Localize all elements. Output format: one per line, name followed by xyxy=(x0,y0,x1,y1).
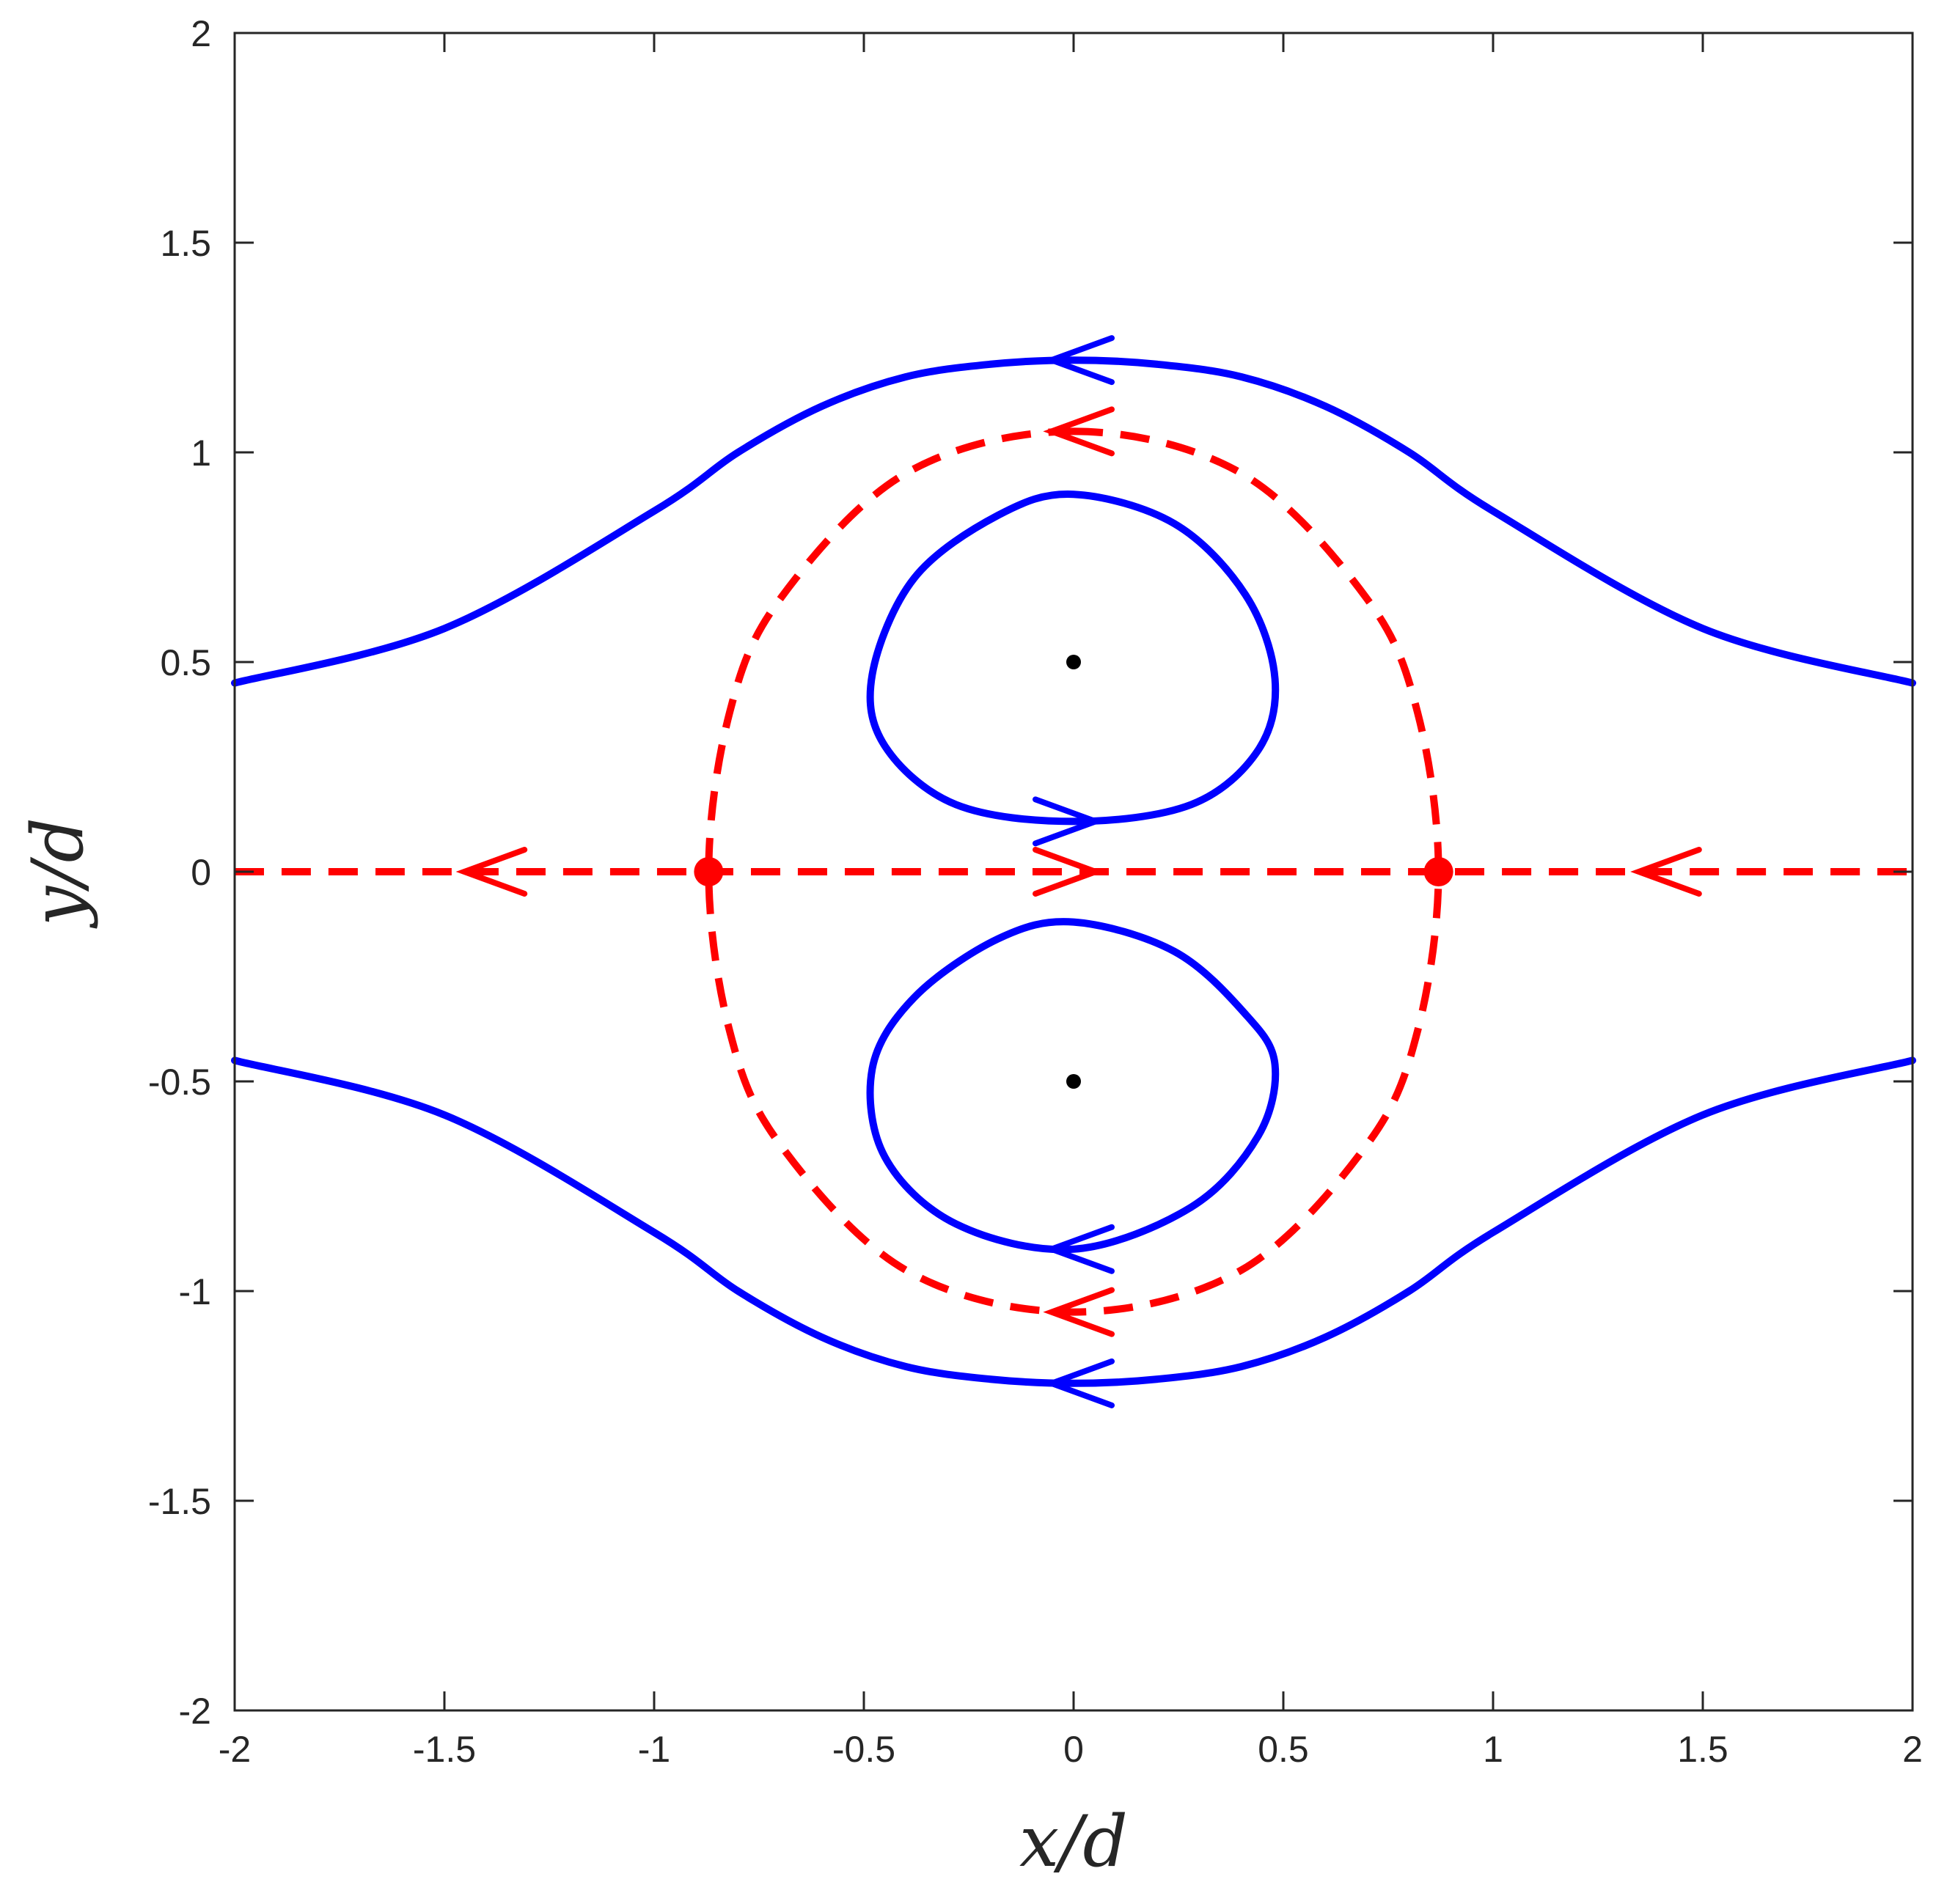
direction-arrow-7 xyxy=(1033,847,1104,897)
x-tick-label-7: 1.5 xyxy=(1677,1729,1728,1770)
x-tick-label-6: 1 xyxy=(1483,1729,1503,1770)
direction-arrow-8 xyxy=(1630,847,1702,897)
y-tick-label-0: -2 xyxy=(179,1691,211,1732)
direction-arrow-3 xyxy=(1043,1224,1115,1274)
tick-labels: -2 -1.5 -1 -0.5 0 0.5 1 1.5 2 -2 -1.5 -1 -0.5 0 0.5 1 1.… xyxy=(148,13,1923,1770)
x-tick-label-2: -1 xyxy=(638,1729,670,1770)
x-tick-label-3: -0.5 xyxy=(832,1729,895,1770)
y-tick-label-6: 1 xyxy=(191,433,211,474)
direction-arrow-4 xyxy=(1043,406,1115,457)
stagnation-point-3 xyxy=(1423,857,1453,886)
vortex-point-0 xyxy=(1066,655,1081,669)
x-tick-label-1: -1.5 xyxy=(413,1729,476,1770)
y-tick-label-3: -0.5 xyxy=(148,1062,211,1103)
blue-streamline-0 xyxy=(231,356,1916,687)
blue-streamline-1 xyxy=(231,1056,1916,1387)
axis-ticks xyxy=(233,32,1914,1712)
plot-area xyxy=(231,335,1916,1408)
x-axis-label: x/d xyxy=(1019,1801,1128,1883)
y-tick-label-4: 0 xyxy=(191,852,211,893)
y-tick-label-2: -1 xyxy=(179,1271,211,1312)
x-tick-label-0: -2 xyxy=(219,1729,251,1770)
vortex-point-1 xyxy=(1066,1074,1081,1089)
x-tick-label-5: 0.5 xyxy=(1258,1729,1309,1770)
blue-streamline-3 xyxy=(866,918,1280,1254)
direction-arrow-0 xyxy=(1043,335,1115,386)
blue-streamline-2 xyxy=(866,490,1280,826)
x-tick-label-4: 0 xyxy=(1063,1729,1084,1770)
y-axis-label: y/d xyxy=(17,817,99,929)
y-tick-label-5: 0.5 xyxy=(160,642,211,683)
direction-arrow-5 xyxy=(1043,1287,1115,1337)
y-tick-label-8: 2 xyxy=(191,13,211,54)
direction-arrow-1 xyxy=(1043,1358,1115,1408)
stagnation-point-2 xyxy=(694,857,724,886)
direction-arrow-2 xyxy=(1033,796,1104,847)
x-tick-label-8: 2 xyxy=(1902,1729,1923,1770)
direction-arrow-6 xyxy=(455,847,528,897)
y-tick-label-1: -1.5 xyxy=(148,1481,211,1522)
y-tick-label-7: 1.5 xyxy=(160,223,211,264)
red-dashed-curve-4 xyxy=(705,427,1442,1316)
